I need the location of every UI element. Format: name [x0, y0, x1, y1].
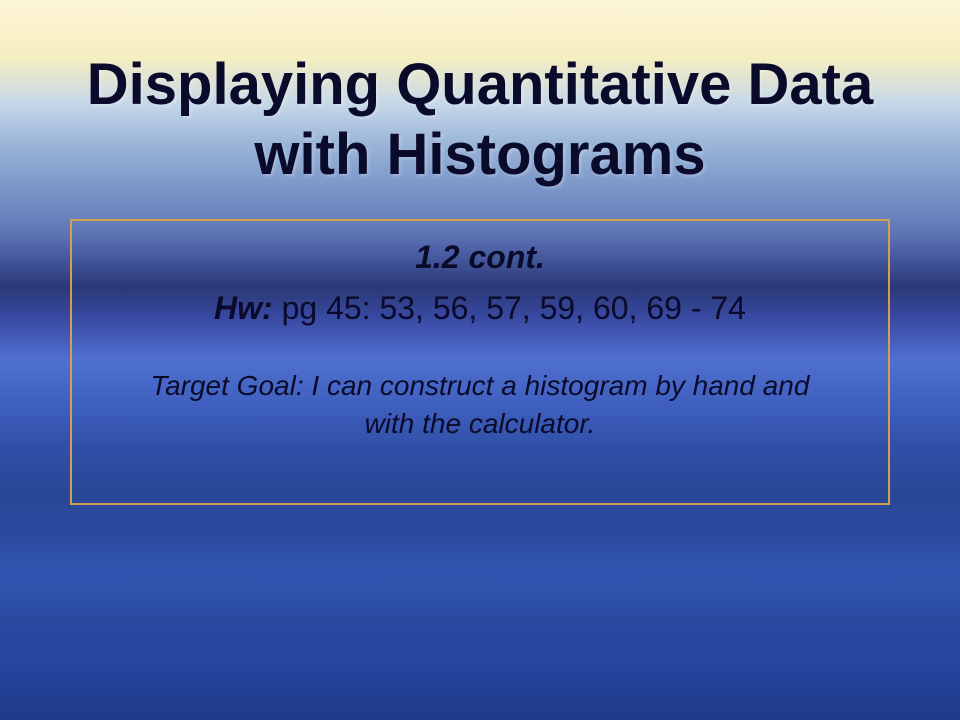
- homework-line: Hw: pg 45: 53, 56, 57, 59, 60, 69 - 74: [102, 290, 858, 327]
- target-goal: Target Goal: I can construct a histogram…: [122, 367, 838, 443]
- content-box: 1.2 cont. Hw: pg 45: 53, 56, 57, 59, 60,…: [70, 219, 890, 505]
- hw-text: pg 45: 53, 56, 57, 59, 60, 69 - 74: [273, 290, 746, 326]
- slide-title: Displaying Quantitative Data with Histog…: [40, 50, 920, 189]
- slide: Displaying Quantitative Data with Histog…: [0, 0, 960, 720]
- hw-label: Hw:: [214, 290, 273, 326]
- section-label: 1.2 cont.: [102, 239, 858, 276]
